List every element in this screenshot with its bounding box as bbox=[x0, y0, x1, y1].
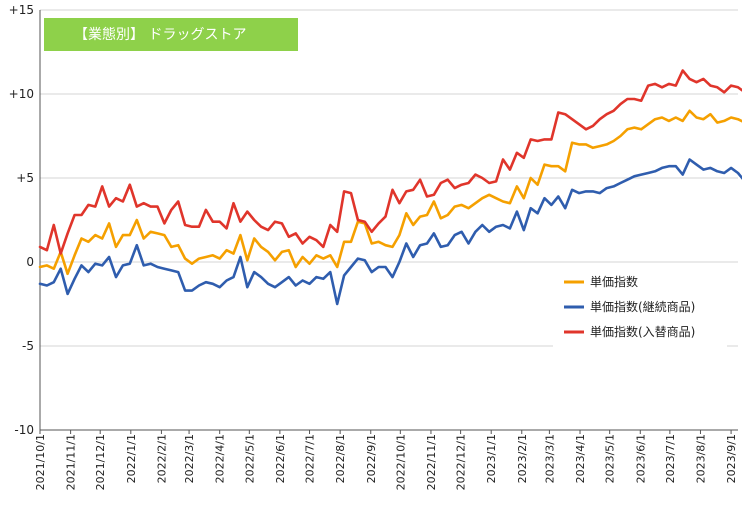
y-tick-label: -5 bbox=[22, 339, 34, 353]
y-tick-label: 0 bbox=[26, 255, 34, 269]
x-tick-labels: 2021/10/1 2021/11/1 2021/12/1 2022/1/1 2022/… bbox=[34, 430, 738, 490]
series-line-0 bbox=[38, 109, 742, 276]
chart-title: 【業態別】 ドラッグストア bbox=[74, 27, 246, 43]
y-tick-label: +5 bbox=[16, 171, 34, 185]
x-tick-label: 2022/8/1 bbox=[334, 434, 347, 483]
x-tick-label: 2023/8/1 bbox=[694, 434, 707, 483]
series-lines bbox=[38, 69, 742, 306]
y-tick-label: +10 bbox=[9, 87, 34, 101]
gridlines bbox=[40, 9, 738, 347]
x-tick-label: 2022/9/1 bbox=[365, 434, 378, 483]
y-tick-labels: +15 +10 +5 0 -5 -10 bbox=[9, 3, 34, 437]
x-tick-label: 2022/12/1 bbox=[455, 434, 468, 490]
legend-label-2: 単価指数(入替商品) bbox=[590, 324, 695, 339]
x-tick-label: 2023/2/1 bbox=[516, 434, 529, 483]
x-tick-label: 2022/2/1 bbox=[155, 434, 168, 483]
x-tick-label: 2022/3/1 bbox=[183, 434, 196, 483]
x-tick-label: 2022/4/1 bbox=[214, 434, 227, 483]
series-line-2 bbox=[38, 69, 742, 255]
legend-label-0: 単価指数 bbox=[590, 274, 638, 289]
y-tick-label: +15 bbox=[9, 3, 34, 17]
axes bbox=[39, 10, 738, 431]
x-tick-label: 2023/9/1 bbox=[725, 434, 738, 483]
x-tick-label: 2022/6/1 bbox=[274, 434, 287, 483]
x-tick-label: 2022/5/1 bbox=[243, 434, 256, 483]
x-tick-label: 2023/4/1 bbox=[574, 434, 587, 483]
legend-label-1: 単価指数(継続商品) bbox=[590, 299, 695, 314]
x-tick-label: 2021/10/1 bbox=[34, 434, 47, 490]
x-tick-label: 2023/6/1 bbox=[634, 434, 647, 483]
x-tick-label: 2021/12/1 bbox=[94, 434, 107, 490]
chart-title-box: 【業態別】 ドラッグストア bbox=[44, 18, 298, 51]
x-tick-label: 2021/11/1 bbox=[65, 434, 78, 490]
x-tick-label: 2022/11/1 bbox=[425, 434, 438, 490]
x-tick-label: 2023/3/1 bbox=[543, 434, 556, 483]
x-tick-label: 2022/10/1 bbox=[394, 434, 407, 490]
x-tick-label: 2022/1/1 bbox=[125, 434, 138, 483]
series-line-1 bbox=[38, 158, 742, 306]
x-tick-label: 2022/7/1 bbox=[304, 434, 317, 483]
y-tick-label: -10 bbox=[14, 423, 34, 437]
x-tick-label: 2023/1/1 bbox=[485, 434, 498, 483]
chart-title-background bbox=[44, 18, 298, 51]
x-tick-label: 2023/7/1 bbox=[664, 434, 677, 483]
x-tick-label: 2023/5/1 bbox=[604, 434, 617, 483]
